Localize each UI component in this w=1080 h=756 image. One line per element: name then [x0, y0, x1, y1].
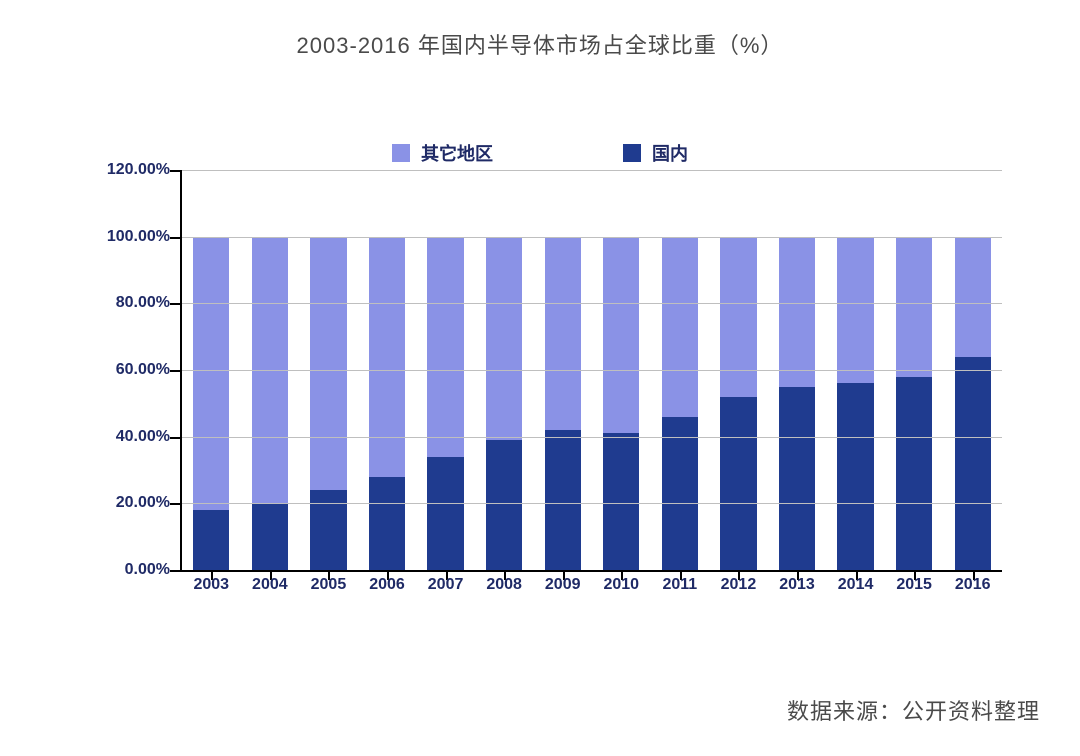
x-axis-label: 2007 — [428, 576, 464, 594]
bar-segment-domestic — [427, 457, 463, 570]
legend-swatch-domestic — [623, 144, 641, 162]
y-tick — [170, 437, 180, 439]
bar-group — [545, 237, 581, 570]
bar-segment-domestic — [662, 417, 698, 570]
bar-segment-other — [427, 237, 463, 457]
y-axis-label: 100.00% — [92, 228, 170, 246]
y-tick — [170, 503, 180, 505]
y-axis-label: 80.00% — [92, 294, 170, 312]
y-axis-label: 120.00% — [92, 161, 170, 179]
bar-segment-other — [720, 237, 756, 397]
bar-group — [603, 237, 639, 570]
bar-segment-other — [896, 237, 932, 377]
bar-group — [369, 237, 405, 570]
x-axis-label: 2016 — [955, 576, 991, 594]
x-axis-label: 2013 — [779, 576, 815, 594]
legend-swatch-other — [392, 144, 410, 162]
bar-segment-other — [486, 237, 522, 440]
x-axis-label: 2014 — [838, 576, 874, 594]
y-tick — [170, 170, 180, 172]
bar-segment-domestic — [193, 510, 229, 570]
bar-segment-other — [369, 237, 405, 477]
y-tick — [170, 303, 180, 305]
y-axis-label: 20.00% — [92, 494, 170, 512]
bar-segment-other — [662, 237, 698, 417]
y-axis-label: 0.00% — [92, 561, 170, 579]
bar-group — [837, 237, 873, 570]
x-axis-label: 2003 — [193, 576, 229, 594]
bar-group — [779, 237, 815, 570]
bar-group — [252, 237, 288, 570]
bar-group — [720, 237, 756, 570]
chart-area: 0.00%20.00%40.00%60.00%80.00%100.00%120.… — [90, 170, 1010, 600]
bar-segment-domestic — [310, 490, 346, 570]
bar-group — [310, 237, 346, 570]
x-axis-label: 2015 — [896, 576, 932, 594]
bar-segment-domestic — [779, 387, 815, 570]
gridline — [182, 437, 1002, 438]
bar-segment-domestic — [837, 383, 873, 570]
y-tick — [170, 370, 180, 372]
bar-segment-other — [545, 237, 581, 430]
bar-segment-domestic — [896, 377, 932, 570]
bar-segment-domestic — [369, 477, 405, 570]
legend-label-domestic: 国内 — [652, 144, 688, 164]
y-tick — [170, 570, 180, 572]
chart-title: 2003-2016 年国内半导体市场占全球比重（%） — [0, 28, 1080, 60]
bar-segment-other — [955, 237, 991, 357]
page: 2003-2016 年国内半导体市场占全球比重（%） 其它地区 国内 0.00%… — [0, 0, 1080, 756]
y-axis-label: 60.00% — [92, 361, 170, 379]
bar-segment-domestic — [545, 430, 581, 570]
bar-segment-domestic — [720, 397, 756, 570]
bar-segment-other — [193, 237, 229, 510]
bar-segment-domestic — [955, 357, 991, 570]
gridline — [182, 503, 1002, 504]
x-axis-label: 2012 — [721, 576, 757, 594]
gridline — [182, 370, 1002, 371]
bar-segment-domestic — [603, 433, 639, 570]
gridline — [182, 303, 1002, 304]
bar-segment-other — [310, 237, 346, 490]
gridline — [182, 237, 1002, 238]
bar-group — [193, 237, 229, 570]
x-axis-label: 2008 — [486, 576, 522, 594]
x-axis-label: 2006 — [369, 576, 405, 594]
bar-group — [427, 237, 463, 570]
bar-group — [486, 237, 522, 570]
y-tick — [170, 237, 180, 239]
bar-segment-other — [837, 237, 873, 384]
bar-group — [955, 237, 991, 570]
x-axis-label: 2004 — [252, 576, 288, 594]
bar-group — [662, 237, 698, 570]
x-axis-label: 2010 — [603, 576, 639, 594]
bar-segment-other — [603, 237, 639, 434]
x-axis-label: 2009 — [545, 576, 581, 594]
bar-segment-domestic — [486, 440, 522, 570]
bar-segment-other — [779, 237, 815, 387]
legend-label-other: 其它地区 — [421, 144, 493, 164]
y-axis-label: 40.00% — [92, 428, 170, 446]
plot-area: 0.00%20.00%40.00%60.00%80.00%100.00%120.… — [180, 170, 1002, 572]
x-axis-label: 2005 — [311, 576, 347, 594]
source-label: 数据来源：公开资料整理 — [787, 694, 1040, 726]
bar-segment-domestic — [252, 503, 288, 570]
x-axis-label: 2011 — [662, 576, 697, 594]
gridline — [182, 170, 1002, 171]
bar-group — [896, 237, 932, 570]
